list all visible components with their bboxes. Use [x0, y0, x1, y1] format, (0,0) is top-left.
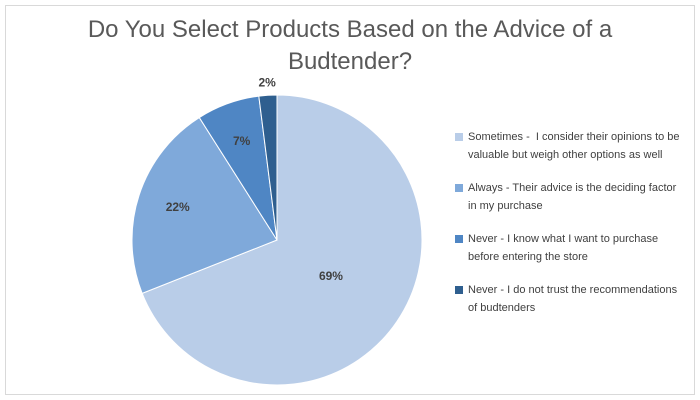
legend-item: Sometimes - I consider their opinions to…	[455, 128, 685, 164]
data-label: 69%	[319, 269, 343, 283]
legend-swatch	[455, 184, 463, 192]
data-label: 2%	[258, 75, 276, 89]
legend-label: Sometimes - I consider their opinions to…	[468, 131, 683, 161]
legend: Sometimes - I consider their opinions to…	[455, 128, 685, 332]
legend-item: Always - Their advice is the deciding fa…	[455, 179, 685, 215]
data-label: 7%	[233, 134, 251, 148]
legend-label: Never - I do not trust the recommendatio…	[468, 284, 681, 314]
legend-swatch	[455, 133, 463, 141]
legend-label: Always - Their advice is the deciding fa…	[468, 182, 680, 212]
chart-frame	[5, 5, 695, 395]
legend-item: Never - I do not trust the recommendatio…	[455, 281, 685, 317]
legend-swatch	[455, 286, 463, 294]
legend-label: Never - I know what I want to purchase b…	[468, 233, 662, 263]
legend-swatch	[455, 235, 463, 243]
data-label: 22%	[166, 200, 190, 214]
pie-slice	[131, 116, 278, 295]
pie-slice	[258, 94, 278, 241]
legend-item: Never - I know what I want to purchase b…	[455, 230, 685, 266]
pie-slice	[141, 94, 423, 386]
chart-title: Do You Select Products Based on the Advi…	[87, 16, 613, 75]
